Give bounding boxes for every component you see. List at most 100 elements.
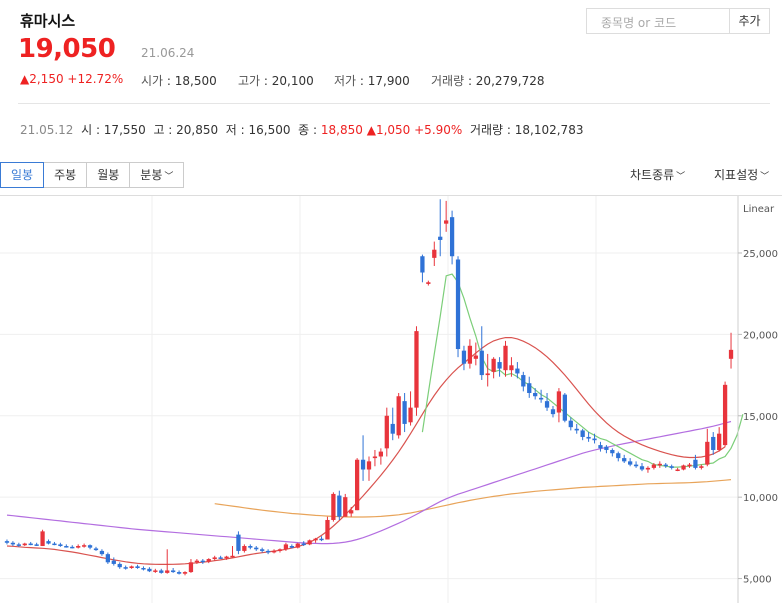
candle[interactable]: [675, 467, 680, 472]
candle[interactable]: [722, 381, 728, 447]
tab-monthly[interactable]: 월봉: [86, 162, 131, 188]
candle[interactable]: [491, 357, 496, 379]
candle[interactable]: [728, 332, 734, 369]
candle[interactable]: [271, 549, 277, 554]
candle[interactable]: [111, 557, 116, 566]
candle[interactable]: [408, 391, 413, 426]
candle[interactable]: [307, 539, 312, 546]
candle[interactable]: [343, 493, 348, 517]
candle[interactable]: [52, 541, 57, 546]
candle[interactable]: [544, 392, 550, 411]
tab-minute[interactable]: 분봉 ﹀: [129, 162, 185, 188]
candle[interactable]: [277, 548, 283, 553]
stock-search-input[interactable]: 종목명 or 코드: [586, 8, 730, 34]
candle[interactable]: [165, 549, 170, 574]
candle[interactable]: [449, 210, 455, 265]
candle[interactable]: [604, 445, 609, 454]
tab-daily[interactable]: 일봉: [0, 162, 45, 188]
candle[interactable]: [236, 531, 241, 555]
candle[interactable]: [711, 432, 716, 455]
candle[interactable]: [22, 542, 27, 547]
candle[interactable]: [402, 392, 407, 433]
candle[interactable]: [159, 568, 164, 574]
candle[interactable]: [574, 423, 579, 434]
candle[interactable]: [681, 464, 686, 471]
candle[interactable]: [289, 544, 294, 549]
chart-area[interactable]: Linear 5,000 10,000 15,000 20,000 25,000: [0, 195, 782, 603]
candle[interactable]: [10, 541, 16, 547]
candle[interactable]: [651, 462, 657, 470]
candle[interactable]: [354, 458, 360, 511]
candle[interactable]: [147, 567, 152, 573]
candle[interactable]: [176, 570, 182, 575]
candle[interactable]: [503, 340, 508, 377]
candle[interactable]: [254, 546, 259, 551]
candlestick-chart[interactable]: Linear 5,000 10,000 15,000 20,000 25,000: [0, 196, 782, 603]
candle[interactable]: [58, 542, 63, 547]
candle[interactable]: [16, 542, 21, 547]
candle[interactable]: [562, 392, 567, 423]
candle[interactable]: [248, 544, 253, 550]
candle[interactable]: [93, 546, 99, 551]
candle[interactable]: [663, 462, 668, 468]
candle[interactable]: [64, 544, 69, 548]
candle[interactable]: [230, 546, 235, 558]
candle[interactable]: [384, 407, 389, 457]
candle[interactable]: [538, 389, 544, 403]
candle[interactable]: [645, 466, 651, 473]
candle[interactable]: [40, 529, 45, 547]
candle[interactable]: [669, 464, 674, 470]
candle[interactable]: [295, 542, 300, 549]
candle[interactable]: [76, 544, 81, 549]
candle[interactable]: [598, 441, 603, 452]
candle[interactable]: [135, 564, 140, 569]
candle[interactable]: [372, 449, 378, 467]
candle[interactable]: [313, 537, 318, 543]
candle[interactable]: [521, 371, 526, 392]
candle[interactable]: [301, 541, 306, 547]
candle[interactable]: [331, 492, 336, 522]
candle[interactable]: [378, 448, 384, 465]
candle[interactable]: [687, 462, 692, 468]
candle[interactable]: [414, 326, 419, 416]
candle[interactable]: [224, 555, 229, 560]
candle[interactable]: [550, 406, 556, 418]
candle[interactable]: [218, 555, 223, 560]
tab-weekly[interactable]: 주봉: [43, 162, 88, 188]
chart-type-menu[interactable]: 차트종류 ﹀: [630, 166, 685, 183]
candle[interactable]: [182, 571, 188, 576]
candle[interactable]: [444, 200, 449, 232]
candle[interactable]: [105, 552, 110, 564]
candle[interactable]: [515, 362, 520, 379]
candle[interactable]: [432, 241, 437, 267]
candle[interactable]: [705, 428, 710, 467]
candle[interactable]: [580, 428, 585, 441]
candle[interactable]: [639, 462, 645, 472]
candle[interactable]: [485, 353, 490, 387]
candle[interactable]: [455, 256, 461, 358]
candle[interactable]: [242, 544, 247, 553]
candle[interactable]: [390, 407, 395, 441]
candle[interactable]: [633, 461, 639, 468]
candle[interactable]: [188, 559, 194, 573]
candle[interactable]: [717, 427, 722, 452]
candle[interactable]: [699, 464, 704, 470]
candle[interactable]: [479, 326, 484, 380]
candle[interactable]: [509, 357, 514, 377]
candle[interactable]: [693, 454, 698, 470]
candle[interactable]: [99, 549, 105, 556]
candle[interactable]: [325, 516, 330, 540]
candle[interactable]: [265, 549, 271, 555]
candle[interactable]: [4, 539, 10, 545]
candle[interactable]: [426, 280, 431, 286]
candle[interactable]: [337, 490, 342, 520]
candle[interactable]: [319, 536, 324, 542]
candle[interactable]: [171, 567, 176, 573]
candle[interactable]: [206, 558, 211, 564]
candle[interactable]: [123, 565, 128, 570]
candle[interactable]: [87, 544, 93, 550]
candle[interactable]: [46, 539, 51, 545]
candle[interactable]: [129, 565, 134, 569]
candle[interactable]: [117, 562, 122, 569]
candle[interactable]: [70, 545, 75, 549]
